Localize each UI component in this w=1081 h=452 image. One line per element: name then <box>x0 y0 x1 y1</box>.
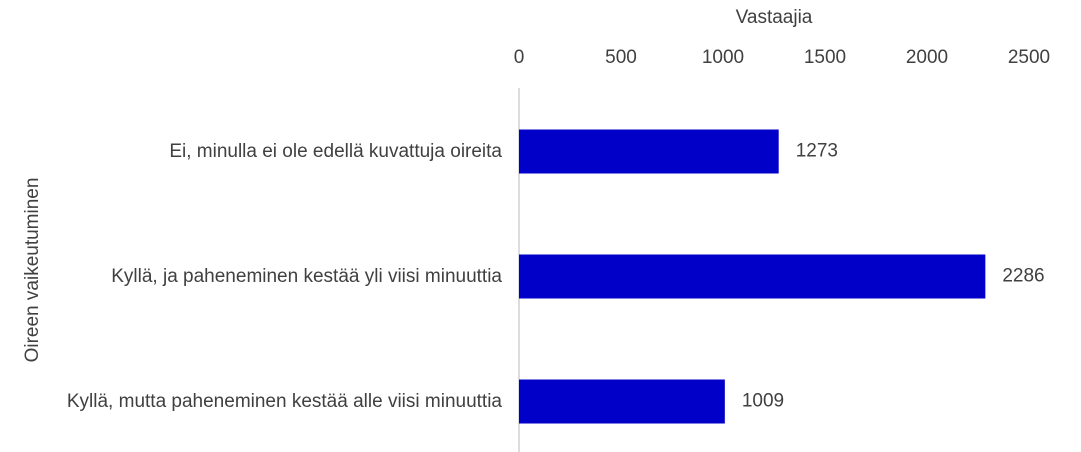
x-tick-label: 2500 <box>1008 47 1050 68</box>
x-tick-label: 0 <box>514 47 525 68</box>
y-axis-title: Oireen vaikeutuminen <box>22 178 43 363</box>
y-tick-label: Kyllä, mutta paheneminen kestää alle vii… <box>66 390 502 412</box>
x-axis-title: Vastaajia <box>736 7 813 28</box>
bar <box>519 379 725 424</box>
x-tick-label: 1000 <box>702 47 744 68</box>
x-tick-label: 500 <box>605 47 637 68</box>
y-tick-label: Kyllä, ja paheneminen kestää yli viisi m… <box>111 265 502 287</box>
x-tick-label: 1500 <box>804 47 846 68</box>
bar <box>519 129 779 174</box>
y-tick-label: Ei, minulla ei ole edellä kuvattuja oire… <box>169 140 502 162</box>
value-label: 2286 <box>1002 266 1044 287</box>
value-label: 1009 <box>742 391 784 412</box>
bar <box>519 254 986 299</box>
x-tick-label: 2000 <box>906 47 948 68</box>
value-label: 1273 <box>796 141 838 162</box>
